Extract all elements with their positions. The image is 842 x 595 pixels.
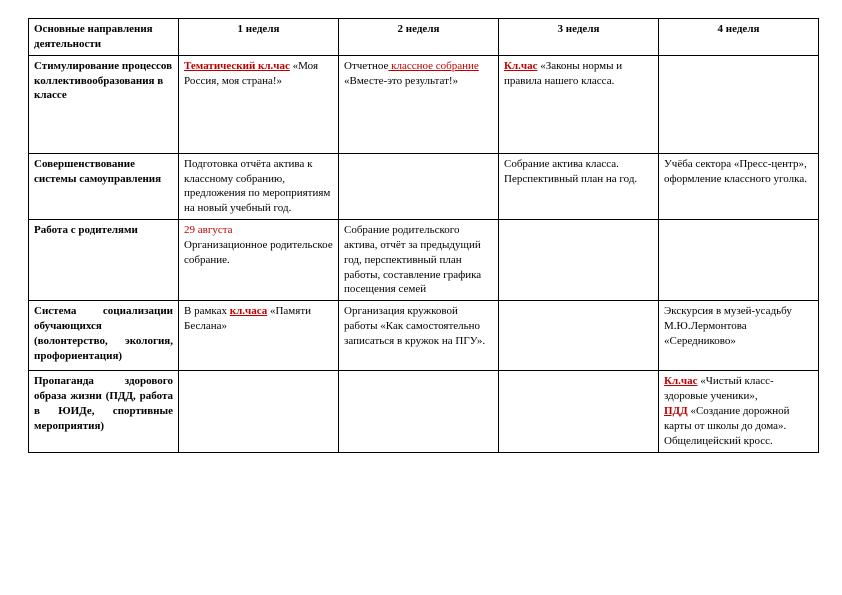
schedule-table: Основные направления деятельности 1 неде… (28, 18, 819, 453)
table-row: Совершенствование системы самоуправления… (29, 153, 819, 219)
cell-week2: Собрание родительского актива, отчёт за … (339, 220, 499, 301)
table-row: Стимулирование процессов коллективообраз… (29, 55, 819, 153)
cell-week2: Организация кружковой работы «Как самост… (339, 301, 499, 371)
cell-week1 (179, 371, 339, 452)
class-hour-link: Кл.час (664, 375, 697, 387)
direction-cell: Работа с родителями (29, 220, 179, 301)
table-row: Система социализации обучающихся (волонт… (29, 301, 819, 371)
class-hour-link: Тематический кл.час (184, 60, 290, 72)
cell-week3 (499, 220, 659, 301)
cell-week1: Подготовка отчёта актива к классному соб… (179, 153, 339, 219)
cell-week3: Кл.час «Законы нормы и правила нашего кл… (499, 55, 659, 153)
class-hour-link: кл.часа (230, 305, 267, 317)
cell-text: Отчетное (344, 60, 388, 72)
col-header-week4: 4 неделя (659, 19, 819, 56)
pdd-link: ПДД (664, 405, 688, 417)
cell-text: В рамках (184, 305, 230, 317)
direction-cell: Пропаганда здорового образа жизни (ПДД, … (29, 371, 179, 452)
col-header-week3: 3 неделя (499, 19, 659, 56)
cell-week3 (499, 301, 659, 371)
cell-week1: 29 августа Организационное родительское … (179, 220, 339, 301)
class-meeting-link: классное собрание (388, 60, 478, 72)
cell-week3 (499, 371, 659, 452)
cell-week2: Отчетное классное собрание «Вместе-это р… (339, 55, 499, 153)
date-highlight: 29 августа (184, 224, 233, 236)
direction-cell: Стимулирование процессов коллективообраз… (29, 55, 179, 153)
col-header-direction: Основные направления деятельности (29, 19, 179, 56)
cell-week4 (659, 55, 819, 153)
cell-week4 (659, 220, 819, 301)
table-row: Пропаганда здорового образа жизни (ПДД, … (29, 371, 819, 452)
table-row: Работа с родителями 29 августа Организац… (29, 220, 819, 301)
cell-text: Организационное родительское собрание. (184, 239, 333, 266)
cell-week1: Тематический кл.час «Моя Россия, моя стр… (179, 55, 339, 153)
cell-text: «Вместе-это результат!» (344, 75, 458, 87)
col-header-week1: 1 неделя (179, 19, 339, 56)
col-header-week2: 2 неделя (339, 19, 499, 56)
cell-week2 (339, 153, 499, 219)
direction-cell: Совершенствование системы самоуправления (29, 153, 179, 219)
cell-week4: Экскурсия в музей-усадьбу М.Ю.Лермонтова… (659, 301, 819, 371)
cell-week4: Кл.час «Чистый класс- здоровые ученики»,… (659, 371, 819, 452)
direction-cell: Система социализации обучающихся (волонт… (29, 301, 179, 371)
cell-week2 (339, 371, 499, 452)
class-hour-link: Кл.час (504, 60, 537, 72)
cell-week1: В рамках кл.часа «Памяти Беслана» (179, 301, 339, 371)
header-row: Основные направления деятельности 1 неде… (29, 19, 819, 56)
cell-week4: Учёба сектора «Пресс-центр», оформление … (659, 153, 819, 219)
cell-week3: Собрание актива класса. Перспективный пл… (499, 153, 659, 219)
